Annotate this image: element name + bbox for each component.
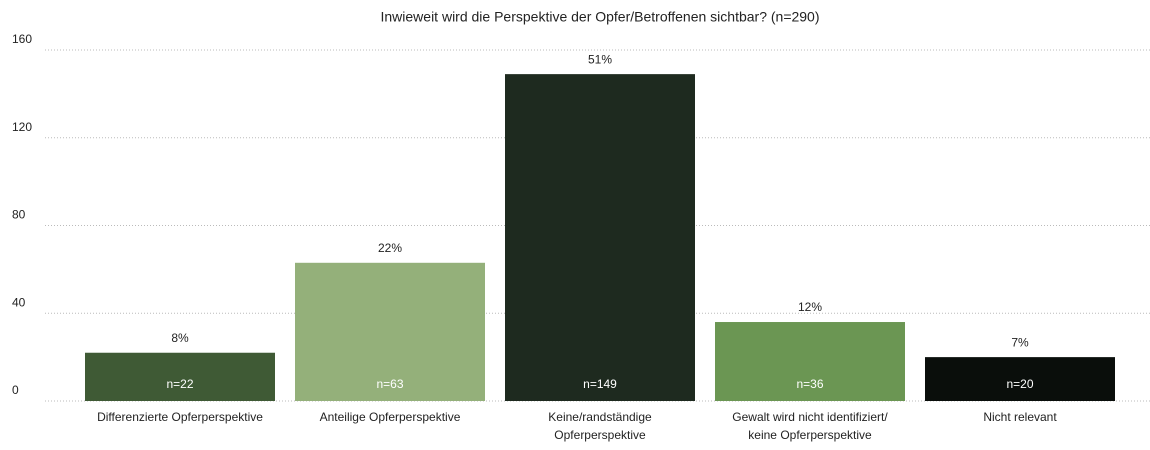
y-tick-label: 80 bbox=[12, 208, 26, 222]
value-label: n=63 bbox=[376, 377, 403, 391]
x-tick-label: keine Opferperspektive bbox=[748, 428, 872, 442]
bar bbox=[715, 322, 905, 401]
value-label: n=149 bbox=[583, 377, 617, 391]
percent-label: 22% bbox=[378, 241, 402, 255]
bar bbox=[505, 74, 695, 401]
y-tick-label: 160 bbox=[12, 32, 32, 46]
bar bbox=[85, 352, 275, 401]
y-tick-label: 0 bbox=[12, 383, 19, 397]
chart-title: Inwieweit wird die Perspektive der Opfer… bbox=[380, 9, 819, 25]
x-tick-label: Gewalt wird nicht identifiziert/ bbox=[732, 410, 888, 424]
x-tick-label: Nicht relevant bbox=[983, 410, 1057, 424]
percent-label: 8% bbox=[171, 331, 189, 345]
x-tick-label: Keine/randständige bbox=[548, 410, 652, 424]
percent-label: 12% bbox=[798, 300, 822, 314]
x-tick-label: Differenzierte Opferperspektive bbox=[97, 410, 263, 424]
y-tick-label: 120 bbox=[12, 120, 32, 134]
percent-label: 51% bbox=[588, 52, 612, 66]
percent-label: 7% bbox=[1011, 335, 1029, 349]
value-label: n=20 bbox=[1006, 377, 1033, 391]
bar bbox=[295, 262, 485, 401]
x-tick-label: Opferperspektive bbox=[554, 428, 646, 442]
value-label: n=22 bbox=[166, 377, 193, 391]
value-label: n=36 bbox=[796, 377, 823, 391]
bar bbox=[925, 357, 1115, 401]
y-tick-label: 40 bbox=[12, 295, 26, 309]
x-tick-label: Anteilige Opferperspektive bbox=[320, 410, 461, 424]
